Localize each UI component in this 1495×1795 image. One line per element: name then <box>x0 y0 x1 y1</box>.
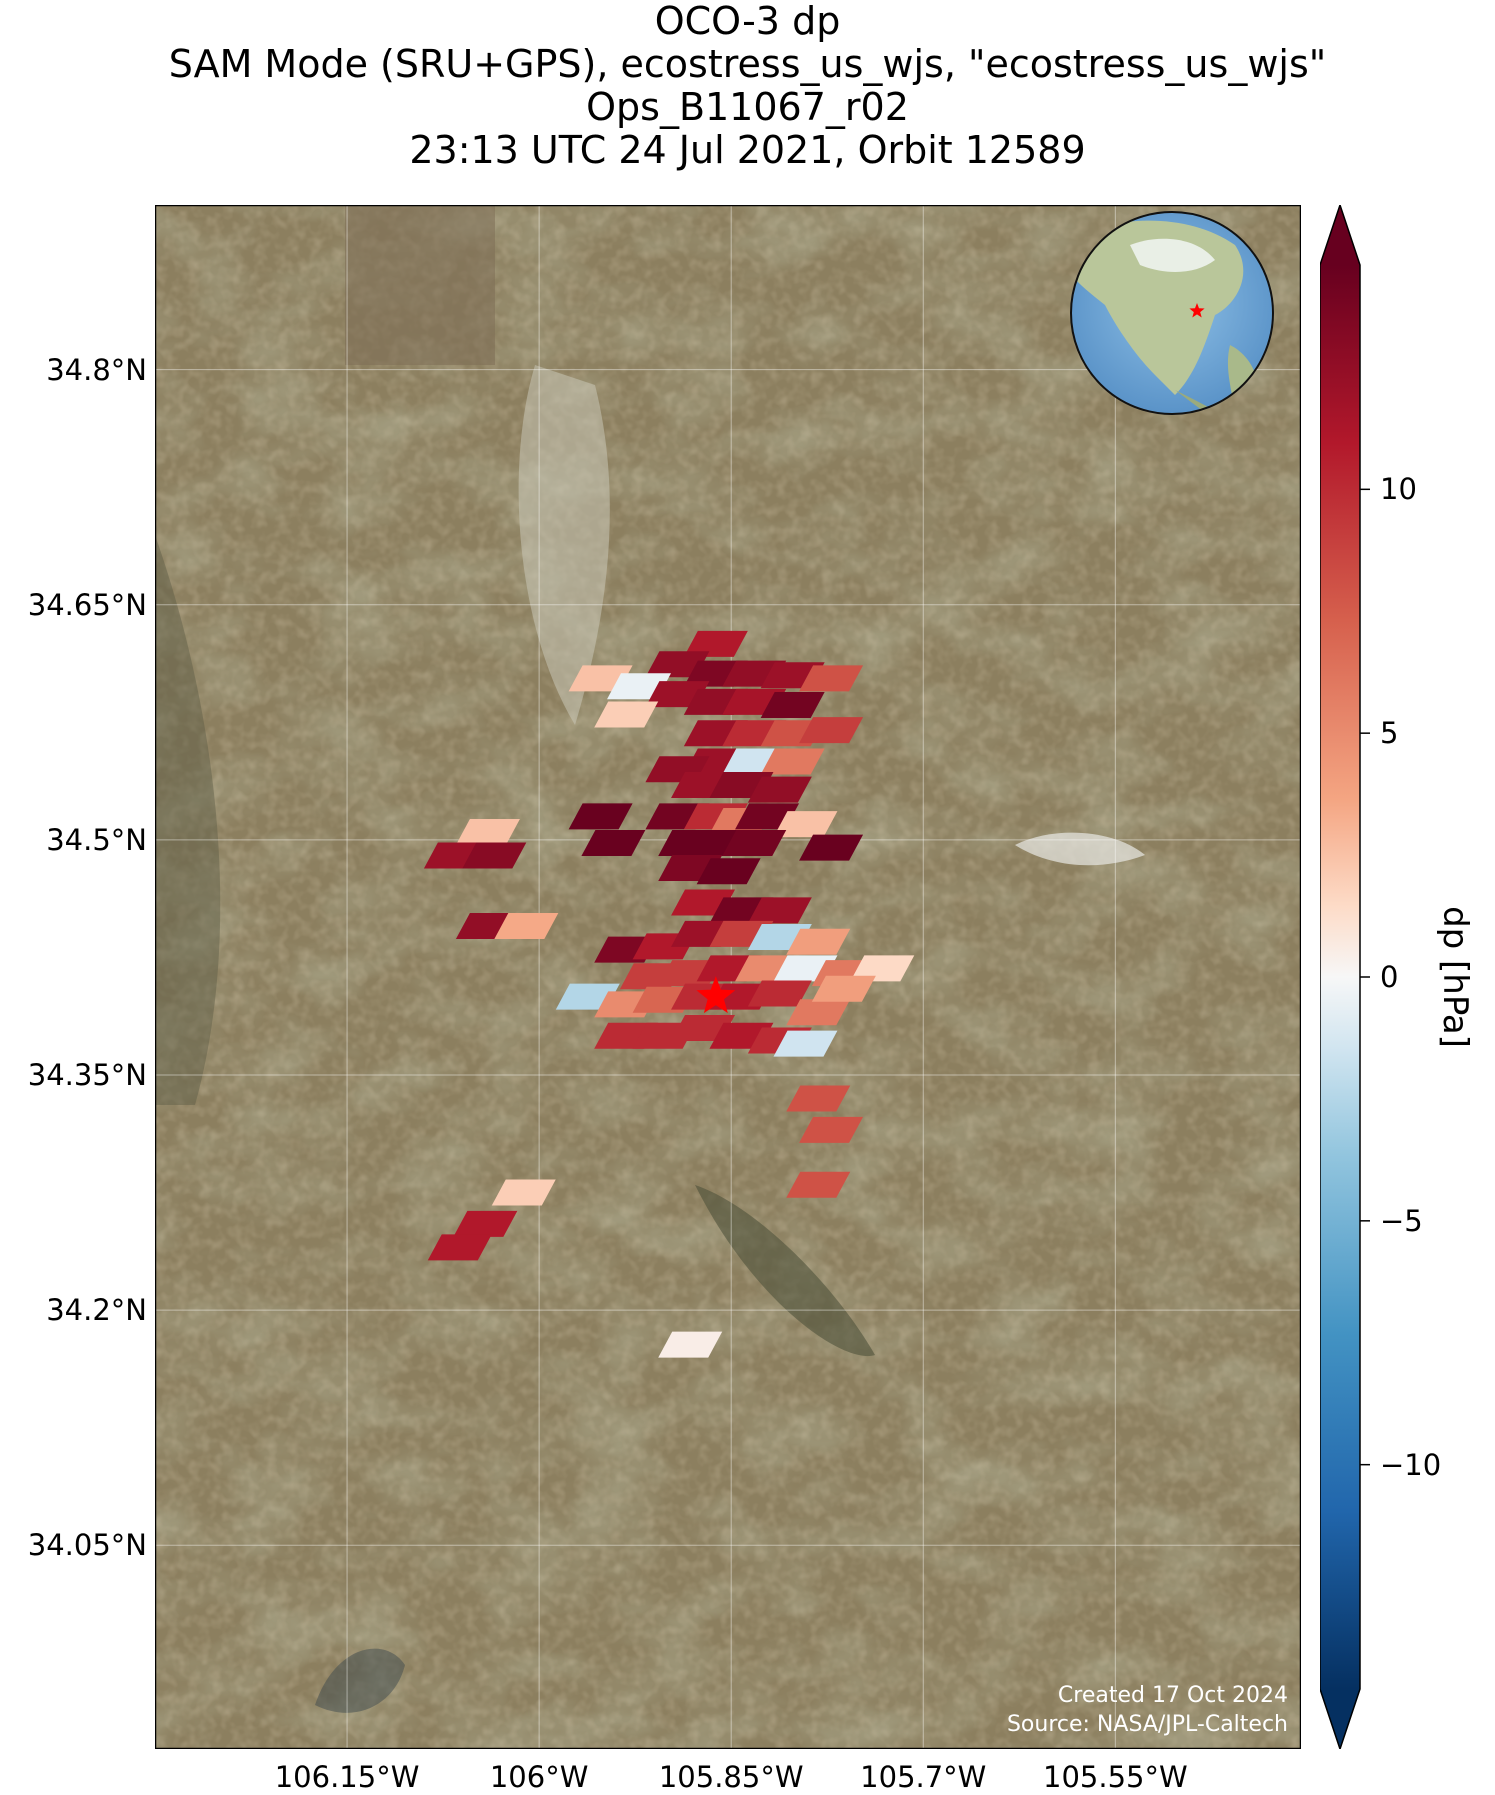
footprint-cell <box>494 913 559 940</box>
footprint-cell <box>760 748 825 775</box>
globe-inset <box>1070 211 1274 415</box>
created-credit: Created 17 Oct 2024 <box>1057 1683 1288 1708</box>
title-line-4: 23:13 UTC 24 Jul 2021, Orbit 12589 <box>409 128 1086 172</box>
source-credit: Source: NASA/JPL-Caltech <box>1006 1712 1288 1737</box>
colorbar-tick-label: −10 <box>1380 1447 1442 1482</box>
footprint-cell <box>811 975 876 1002</box>
colorbar-tick-label: 5 <box>1380 716 1399 751</box>
lat-tick-label: 34.8°N <box>46 352 147 387</box>
footprint-cell <box>850 955 915 982</box>
colorbar <box>1320 205 1370 1749</box>
footprint-cell <box>722 829 787 856</box>
lon-tick-label: 105.85°W <box>658 1760 804 1794</box>
footprint-cell <box>683 630 748 657</box>
footprint-cell <box>453 1210 518 1237</box>
lon-tick-label: 105.55°W <box>1043 1760 1188 1794</box>
colorbar-label: dp [hPa] <box>1435 906 1475 1048</box>
footprint-cell <box>786 1171 851 1198</box>
footprint-cell <box>799 1116 864 1143</box>
map-panel <box>155 205 1301 1749</box>
colorbar-ramp <box>1320 265 1360 1689</box>
lon-tick-label: 106.15°W <box>274 1760 420 1794</box>
colorbar-extend-bottom <box>1320 1689 1360 1749</box>
footprint-cell <box>760 692 825 719</box>
title-line-1: OCO-3 dp <box>654 0 841 43</box>
map-frame <box>155 205 1301 1749</box>
footprint-cell <box>455 819 520 846</box>
lat-tick-label: 34.35°N <box>27 1057 147 1092</box>
colorbar-extend-top <box>1320 205 1360 265</box>
footprint-cell <box>786 999 851 1026</box>
lon-tick-label: 106°W <box>489 1760 589 1794</box>
sounding-footprints <box>423 630 915 1358</box>
lat-tick-label: 34.05°N <box>27 1528 147 1563</box>
lat-tick-label: 34.5°N <box>46 822 147 857</box>
lon-tick-label: 105.7°W <box>860 1760 987 1794</box>
footprint-cell <box>594 701 659 728</box>
footprint-cell <box>427 1234 492 1261</box>
chart-title: OCO-3 dp SAM Mode (SRU+GPS), ecostress_u… <box>0 0 1495 172</box>
footprint-cell <box>462 842 527 869</box>
footprint-cell <box>773 1030 838 1057</box>
footprint-cell <box>491 1179 556 1206</box>
footprint-cell <box>747 897 812 924</box>
footprint-cell <box>786 928 851 955</box>
footprint-cell <box>799 717 864 744</box>
lat-tick-label: 34.2°N <box>46 1293 147 1328</box>
title-line-2: SAM Mode (SRU+GPS), ecostress_us_wjs, "e… <box>168 42 1327 86</box>
colorbar-tick-label: 0 <box>1380 960 1399 994</box>
globe-target-star-icon <box>1189 303 1205 318</box>
footprint-cell <box>799 834 864 861</box>
footprint-cell <box>747 980 812 1007</box>
footprint-cell <box>658 1331 723 1358</box>
title-line-3: Ops_B11067_r02 <box>586 85 909 129</box>
footprint-cell <box>773 811 838 838</box>
footprint-cell <box>786 1085 851 1112</box>
footprint-cell <box>799 665 864 692</box>
colorbar-tick-label: 10 <box>1380 472 1417 507</box>
colorbar-tick-label: −5 <box>1380 1203 1423 1238</box>
lat-tick-label: 34.65°N <box>27 587 147 622</box>
footprint-cell <box>747 776 812 803</box>
footprint-cell <box>581 829 646 856</box>
footprint-cell <box>568 803 633 830</box>
footprint-cell <box>696 858 761 885</box>
target-star-icon <box>696 976 736 1014</box>
